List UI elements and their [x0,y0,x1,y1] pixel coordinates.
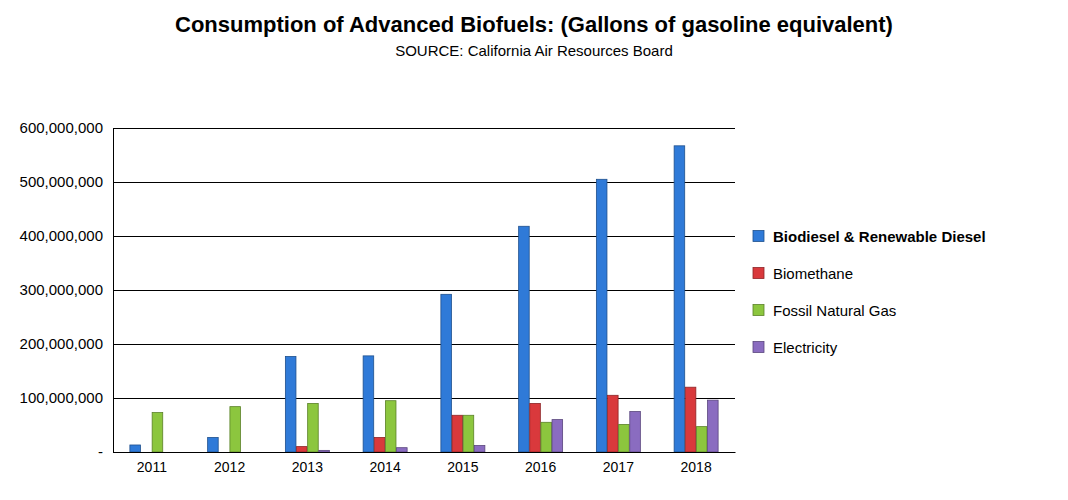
legend-label: Biodiesel & Renewable Diesel [773,228,986,245]
grid-line [113,344,735,345]
bar [230,407,241,452]
x-tick: 2011 [137,452,167,475]
grid-line [113,182,735,183]
y-tick-label: 600,000,000 [20,119,103,136]
bar [152,413,163,452]
legend-label: Fossil Natural Gas [773,302,896,319]
legend: Biodiesel & Renewable Diesel Biomethane Fo… [753,228,986,356]
legend-label: Biomethane [773,265,853,282]
y-tick-label: 100,000,000 [20,389,103,406]
y-axis-line [113,129,114,453]
legend-swatch [753,342,764,353]
bar [696,427,707,452]
bar [619,424,630,452]
x-tick-label: 2013 [292,459,323,475]
bar [241,452,252,453]
x-tick-label: 2018 [681,459,712,475]
bar [308,403,319,452]
bar [374,437,385,452]
bar [163,452,174,453]
bar [708,400,719,452]
y-tick: 200,000,000 [20,335,113,352]
bar [685,387,696,452]
legend-swatch [753,305,764,316]
bar [319,450,330,452]
x-tick-label: 2015 [447,459,478,475]
bar [297,447,308,452]
bar [474,446,485,452]
x-tick: 2017 [603,452,634,475]
series [297,387,696,452]
bar [285,356,296,452]
y-tick-label: 300,000,000 [20,281,103,298]
y-tick-label: 500,000,000 [20,173,103,190]
x-tick: 2016 [525,452,556,475]
bar [596,179,607,452]
y-tick-label: 400,000,000 [20,227,103,244]
y-axis: - 100,000,000 200,000,000 300,000,000 400,00… [20,119,114,460]
grid-line [113,290,735,291]
y-tick: - [98,443,113,460]
bar [363,356,374,452]
bar [552,420,563,452]
bar [674,146,685,452]
grid-line [113,236,735,237]
bar [452,415,463,452]
x-tick: 2012 [214,452,245,475]
subtitle: SOURCE: California Air Resources Board [395,42,673,59]
y-tick: 400,000,000 [20,227,113,244]
grid-line [113,452,735,453]
legend-item: Electricity [753,339,838,356]
bar [141,452,152,453]
chart: Consumption of Advanced Biofuels: (Gallo… [0,0,1068,500]
bar [219,452,230,453]
series [130,146,685,452]
grid [113,128,735,452]
bar [630,412,641,453]
plot-area: - 100,000,000 200,000,000 300,000,000 400,00… [20,119,736,475]
legend-label: Electricity [773,339,838,356]
bar [208,437,219,452]
bar [541,422,552,452]
x-tick: 2014 [370,452,401,475]
x-axis: 2011 2012 2013 2014 2015 2016 2017 2018 [114,452,736,475]
bar [397,448,408,452]
x-tick: 2015 [447,452,478,475]
legend-swatch [753,268,764,279]
series [152,401,707,452]
title: Consumption of Advanced Biofuels: (Gallo… [175,12,893,37]
y-tick: 600,000,000 [20,119,113,136]
y-tick: 500,000,000 [20,173,113,190]
grid-line [113,128,735,129]
y-tick-label: - [98,443,103,460]
y-tick-label: 200,000,000 [20,335,103,352]
x-tick-label: 2016 [525,459,556,475]
bar [519,226,530,452]
series [319,400,718,452]
bar [463,415,474,452]
legend-item: Fossil Natural Gas [753,302,896,319]
x-tick: 2013 [292,452,323,475]
legend-item: Biodiesel & Renewable Diesel [753,228,986,245]
bar [385,401,396,452]
bar [608,395,619,452]
bar [530,403,541,452]
x-tick-label: 2017 [603,459,634,475]
bar [441,294,452,452]
x-tick-label: 2011 [137,459,167,475]
y-tick: 300,000,000 [20,281,113,298]
legend-swatch [753,231,764,242]
y-tick: 100,000,000 [20,389,113,406]
x-axis-line [114,452,736,453]
x-tick-label: 2014 [370,459,401,475]
bars [130,146,718,452]
x-tick-label: 2012 [214,459,245,475]
legend-item: Biomethane [753,265,853,282]
x-tick: 2018 [681,452,712,475]
bar [130,445,141,452]
grid-line [113,398,735,399]
